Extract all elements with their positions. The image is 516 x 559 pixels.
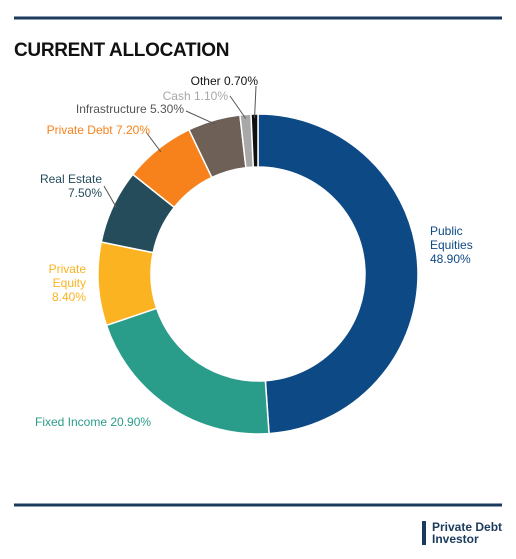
slice-name: Other (190, 74, 221, 88)
slice-label: Cash 1.10% (163, 89, 228, 103)
slice-value: 7.20% (115, 123, 150, 137)
logo: Private Debt Investor (422, 521, 502, 545)
slice-name: Public Equities (430, 224, 473, 252)
slice-value: 1.10% (193, 89, 228, 103)
slice-label: Private Debt 7.20% (47, 123, 150, 137)
slice-name: Private Equity (48, 262, 86, 290)
slice-name: Infrastructure (75, 102, 147, 116)
slice-name: Private Debt (46, 123, 113, 137)
slice-value: 5.30% (149, 102, 184, 116)
slice-label: Public Equities 48.90% (430, 224, 492, 266)
slice-value: 20.90% (110, 415, 152, 429)
slice-name: Real Estate (39, 172, 102, 186)
slice-label: Real Estate 7.50% (24, 172, 102, 200)
leader-line (145, 131, 162, 153)
slice-label: Other 0.70% (191, 74, 258, 88)
slice-name: Cash (162, 89, 191, 103)
chart-title: CURRENT ALLOCATION (14, 40, 230, 61)
slice-label: Private Equity 8.40% (24, 262, 86, 304)
slice-name: Fixed Income (35, 415, 108, 429)
slice-label: Infrastructure 5.30% (76, 102, 184, 116)
slice-value: 48.90% (430, 252, 471, 266)
leader-line (185, 110, 216, 125)
logo-line: Investor (432, 532, 479, 546)
leader-line (103, 185, 118, 209)
slice-label: Fixed Income 20.90% (35, 415, 151, 429)
leader-line (254, 85, 257, 119)
slice-value: 7.50% (67, 186, 102, 200)
logo-line: Private Debt (432, 520, 503, 534)
donut-slice (250, 113, 259, 168)
donut-slice (257, 113, 419, 435)
leader-line (229, 95, 247, 119)
slice-value: 8.40% (51, 290, 86, 304)
slice-value: 0.70% (223, 74, 258, 88)
